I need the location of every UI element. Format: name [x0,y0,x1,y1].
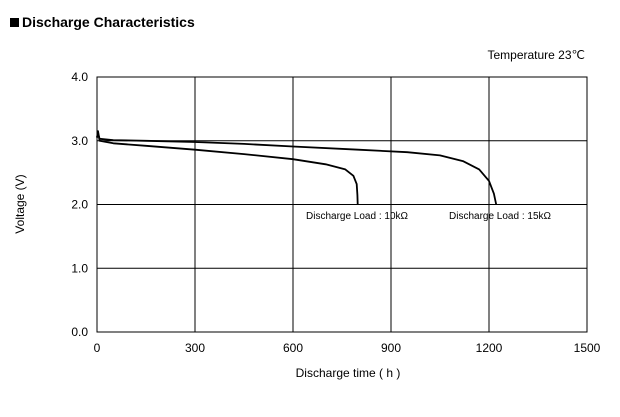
series-line-1 [96,132,498,205]
series-label-15k: Discharge Load : 15kΩ [449,211,552,222]
x-tick-label: 900 [381,341,401,355]
x-tick-label: 600 [283,341,303,355]
series-line-0 [96,130,359,205]
x-tick-label: 0 [94,341,101,355]
grid-lines [96,76,588,333]
square-bullet-icon [10,17,19,27]
y-tick-label: 0.0 [71,325,88,339]
plot-frame [96,76,588,333]
x-axis-label: Discharge time ( h ) [296,366,401,380]
x-tick-label: 1500 [574,341,601,355]
series-label-10k: Discharge Load : 10kΩ [306,211,409,222]
y-tick-label: 2.0 [71,198,88,212]
x-tick-label: 300 [185,341,205,355]
y-tick-label: 3.0 [71,134,88,148]
tick-labels: 0 300 600 900 1200 1500 0.0 1.0 2.0 3.0 4.0 [71,70,600,355]
x-tick-label: 1200 [476,341,503,355]
temperature-label: Temperature 23℃ [487,48,585,62]
y-tick-label: 4.0 [71,70,88,84]
chart-title: Discharge Characteristics [22,14,195,30]
chart-heading: Discharge Characteristics [10,14,195,30]
y-tick-label: 1.0 [71,261,88,275]
y-axis-label: Voltage (V) [13,174,27,233]
series-layer [96,130,498,205]
